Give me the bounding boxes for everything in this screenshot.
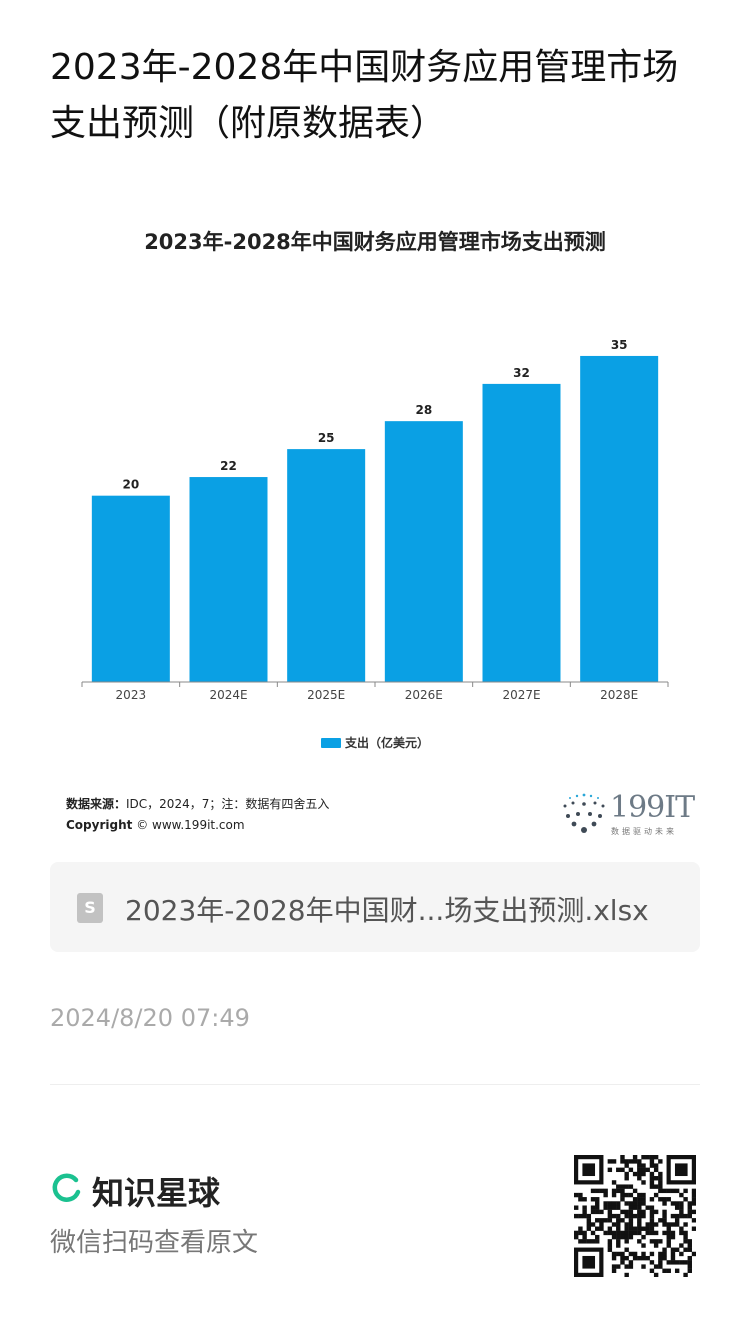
chart-source: 数据来源：IDC，2024，7；注：数据有四舍五入 Copyright © ww… [66,794,329,836]
data-label: 25 [318,431,335,445]
bar-2023 [91,495,170,682]
brand-burst-icon [563,793,605,833]
brand-slogan: 数据驱动未来 [611,827,677,836]
brand-wordmark: 199IT [610,790,695,825]
attachment-file-name[interactable]: 2023年-2028年中国财...场支出预测.xlsx [125,894,649,927]
bar-2026E [384,421,463,682]
attachment-card[interactable]: S 2023年-2028年中国财...场支出预测.xlsx [50,862,700,952]
chart-image[interactable]: 20 2023 22 2024E 25 2025E 28 2026E 32 2027E 35 2028… [50,210,700,850]
scan-hint: 微信扫码查看原文 [50,1228,259,1258]
source-label: 数据来源： [66,797,127,811]
bar-2027E [482,383,561,682]
legend-label: 支出（亿美元） [344,736,429,750]
data-label: 20 [122,478,139,492]
bar-2025E [287,449,366,682]
zsxq-logo-icon [52,1173,81,1202]
copyright-text: © www.199it.com [136,818,245,832]
brand-logo: 199IT 数据驱动未来 [560,790,700,836]
spreadsheet-file-icon: S [77,893,103,923]
data-label: 32 [513,366,530,380]
chart-title: 2023年-2028年中国财务应用管理市场支出预测 [144,230,606,254]
bar-chart: 20 2023 22 2024E 25 2025E 28 2026E 32 2027E 35 2028… [81,338,669,702]
legend-swatch [320,737,341,748]
divider [50,1084,700,1085]
bar-2024E [189,477,268,682]
source-text: IDC，2024，7；注：数据有四舍五入 [126,797,330,811]
x-tick-label: 2023 [116,688,147,702]
copyright-label: Copyright [66,818,133,832]
chart-legend: 支出（亿美元） [50,734,700,751]
data-label: 22 [220,459,237,473]
bar-2028E [580,355,659,682]
post-timestamp: 2024/8/20 07:49 [50,1004,250,1032]
x-tick-label: 2024E [209,688,247,702]
app-name: 知识星球 [92,1174,221,1212]
x-tick-label: 2028E [600,688,638,702]
data-label: 35 [611,338,628,352]
x-tick-label: 2026E [405,688,443,702]
x-tick-label: 2027E [502,688,540,702]
post-title: 2023年-2028年中国财务应用管理市场支出预测（附原数据表） [50,47,679,144]
qr-code-icon[interactable] [574,1155,696,1277]
x-tick-label: 2025E [307,688,345,702]
data-label: 28 [415,403,432,417]
